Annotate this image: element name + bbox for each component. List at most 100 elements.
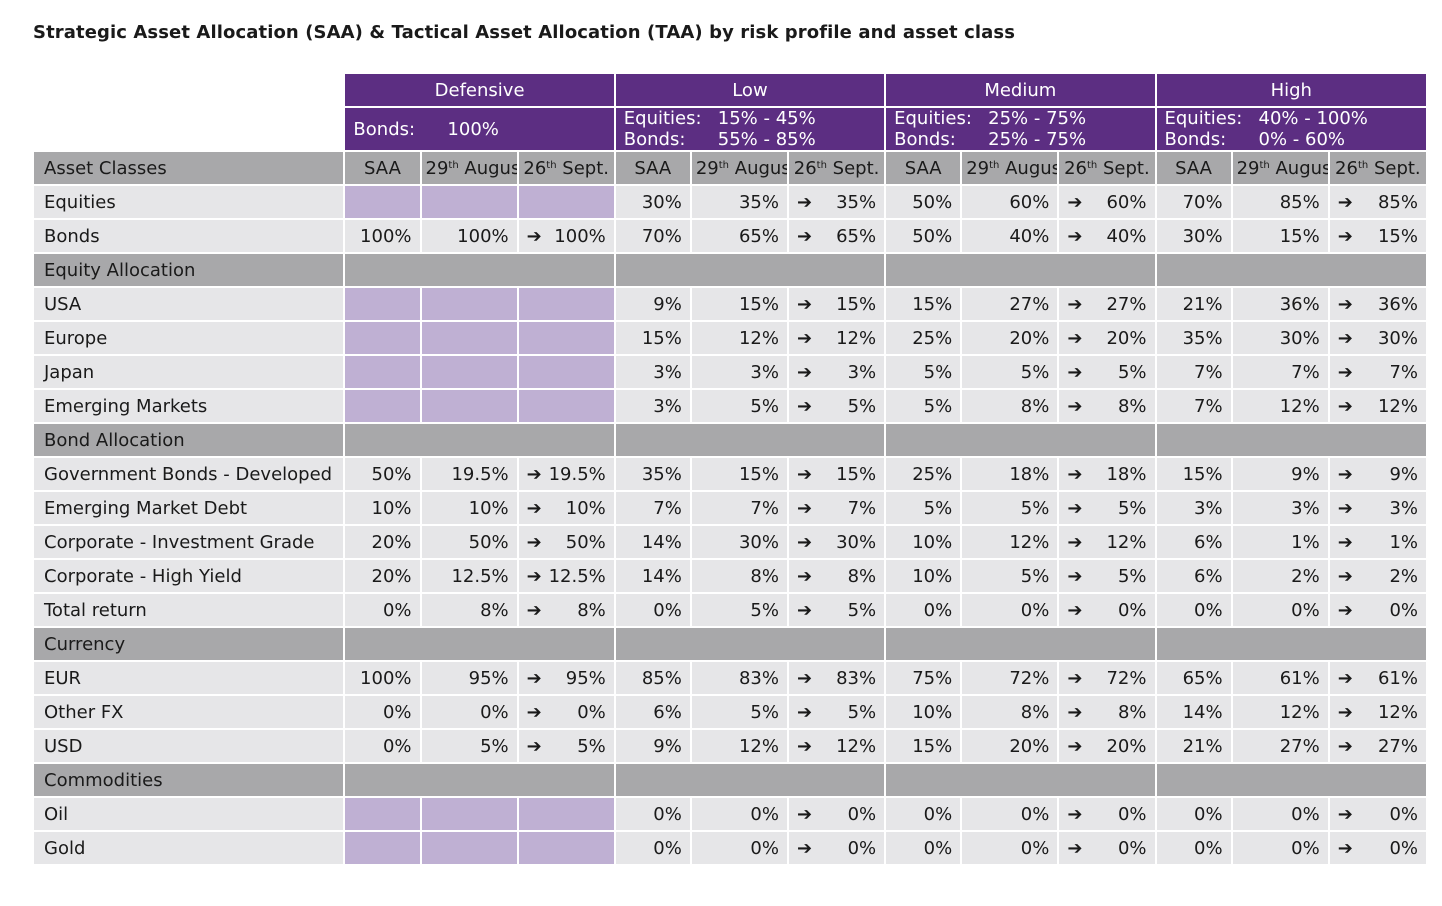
cell-value: 10%	[565, 497, 606, 519]
value-cell: 65%	[689, 218, 789, 254]
value-cell: ➔ 12%	[786, 320, 887, 356]
value-cell: ➔ 12%	[1057, 524, 1157, 560]
value-cell: ➔ 5%	[786, 592, 887, 628]
cell-value: 15%	[738, 463, 779, 485]
arrow-right-icon: ➔	[526, 225, 542, 247]
cell-value: 20%	[1009, 735, 1050, 757]
cell-value: 65%	[836, 225, 877, 247]
empty-cell	[516, 830, 616, 866]
cell-value: 0%	[382, 701, 412, 723]
value-cell: ➔ 5%	[1057, 490, 1157, 526]
cell-value: 8%	[480, 599, 509, 621]
value-cell: 95%	[419, 660, 519, 696]
cell-value: 7%	[1194, 395, 1223, 417]
value-cell: ➔ 0%	[786, 796, 887, 832]
section-filler	[1154, 762, 1428, 798]
column-header-saa: SAA	[884, 150, 963, 186]
value-cell: 0%	[343, 728, 422, 764]
cell-value: 5%	[1117, 565, 1147, 587]
cell-value: 65%	[1182, 667, 1223, 689]
value-cell: 5%	[960, 558, 1060, 594]
value-cell: ➔ 15%	[786, 286, 887, 322]
page-title: Strategic Asset Allocation (SAA) & Tacti…	[33, 22, 1016, 43]
value-cell: 7%	[613, 490, 692, 526]
cell-value: 25%	[912, 327, 953, 349]
cell-value: 14%	[1182, 701, 1223, 723]
allocation-table: Defensive Low Medium High Bonds: 100% Equi…	[31, 72, 1429, 866]
value-cell: ➔ 15%	[786, 456, 887, 492]
ordinal-suffix: th	[1259, 159, 1270, 171]
section-filler	[884, 252, 1157, 288]
value-cell: 18%	[960, 456, 1060, 492]
arrow-right-icon: ➔	[796, 667, 813, 689]
arrow-right-icon: ➔	[1067, 701, 1083, 723]
cell-value: 8%	[1020, 395, 1050, 417]
value-cell: 70%	[1154, 184, 1233, 220]
value-cell: 0%	[960, 830, 1060, 866]
cell-value: 27%	[1377, 735, 1418, 757]
value-cell: ➔ 0%	[1057, 592, 1157, 628]
cell-value: 60%	[1009, 191, 1050, 213]
arrow-right-icon: ➔	[526, 599, 542, 621]
value-cell: ➔ 5%	[786, 388, 887, 424]
section-label: Currency	[31, 626, 346, 662]
cell-value: 9%	[653, 293, 682, 315]
table-row-eur: EUR 100% 95% ➔ 95% 85% 83% ➔ 83% 75% 72% ➔ 72% 65% 61%…	[31, 660, 1429, 696]
cell-value: 100%	[554, 225, 606, 247]
section-filler	[613, 626, 887, 662]
cell-value: 36%	[1279, 293, 1320, 315]
value-cell: 9%	[613, 286, 692, 322]
section-label: Bond Allocation	[31, 422, 346, 458]
cell-value: 30%	[1279, 327, 1320, 349]
cell-value: 30%	[1377, 327, 1418, 349]
cell-value: 0%	[1389, 803, 1418, 825]
cell-value: 60%	[1106, 191, 1147, 213]
arrow-right-icon: ➔	[526, 735, 542, 757]
empty-cell	[343, 354, 422, 390]
value-cell: 8%	[419, 592, 519, 628]
cell-value: 30%	[836, 531, 877, 553]
cell-value: 40%	[1009, 225, 1050, 247]
cell-value: 85%	[641, 667, 682, 689]
cell-value: 75%	[912, 667, 953, 689]
cell-value: 83%	[836, 667, 877, 689]
cell-value: 19.5%	[548, 463, 606, 485]
cell-value: 15%	[912, 735, 953, 757]
arrow-right-icon: ➔	[796, 803, 813, 825]
value-cell: ➔ 27%	[1057, 286, 1157, 322]
range-label: Bonds:	[894, 129, 956, 150]
range-label: Bonds:	[623, 129, 686, 150]
arrow-right-icon: ➔	[1337, 565, 1353, 587]
arrow-right-icon: ➔	[1337, 463, 1353, 485]
value-cell: 100%	[343, 660, 422, 696]
cell-value: 0%	[577, 701, 606, 723]
value-cell: ➔ 0%	[1327, 796, 1429, 832]
section-row-equity-allocation: Equity Allocation	[31, 252, 1428, 288]
range-value: 55% - 85%	[717, 129, 816, 150]
value-cell: ➔ 8%	[1057, 694, 1157, 730]
arrow-right-icon: ➔	[1067, 225, 1083, 247]
cell-value: 0%	[1291, 599, 1320, 621]
cell-value: 5%	[1117, 361, 1147, 383]
cell-value: 0%	[923, 803, 953, 825]
empty-cell	[419, 320, 519, 356]
value-cell: 50%	[884, 218, 963, 254]
arrow-right-icon: ➔	[1067, 327, 1083, 349]
ordinal-suffix: th	[1357, 159, 1369, 171]
arrow-right-icon: ➔	[1337, 667, 1353, 689]
table-row-gold: Gold 0% 0% ➔ 0% 0% 0% ➔ 0% 0% 0% ➔ 0%	[31, 830, 1429, 866]
empty-cell	[343, 286, 422, 322]
arrow-right-icon: ➔	[526, 667, 542, 689]
empty-cell	[516, 796, 616, 832]
ordinal-suffix: th	[718, 159, 730, 171]
value-cell: ➔ 7%	[1327, 354, 1429, 390]
row-label: Equities	[31, 184, 346, 220]
ordinal-suffix: th	[989, 159, 1000, 171]
row-label: Gold	[31, 830, 346, 866]
empty-cell	[516, 184, 616, 220]
row-label: USD	[31, 728, 346, 764]
value-cell: 14%	[1154, 694, 1233, 730]
row-label: Government Bonds - Developed	[31, 456, 346, 492]
cell-value: 15%	[836, 293, 877, 315]
value-cell: 2%	[1230, 558, 1330, 594]
